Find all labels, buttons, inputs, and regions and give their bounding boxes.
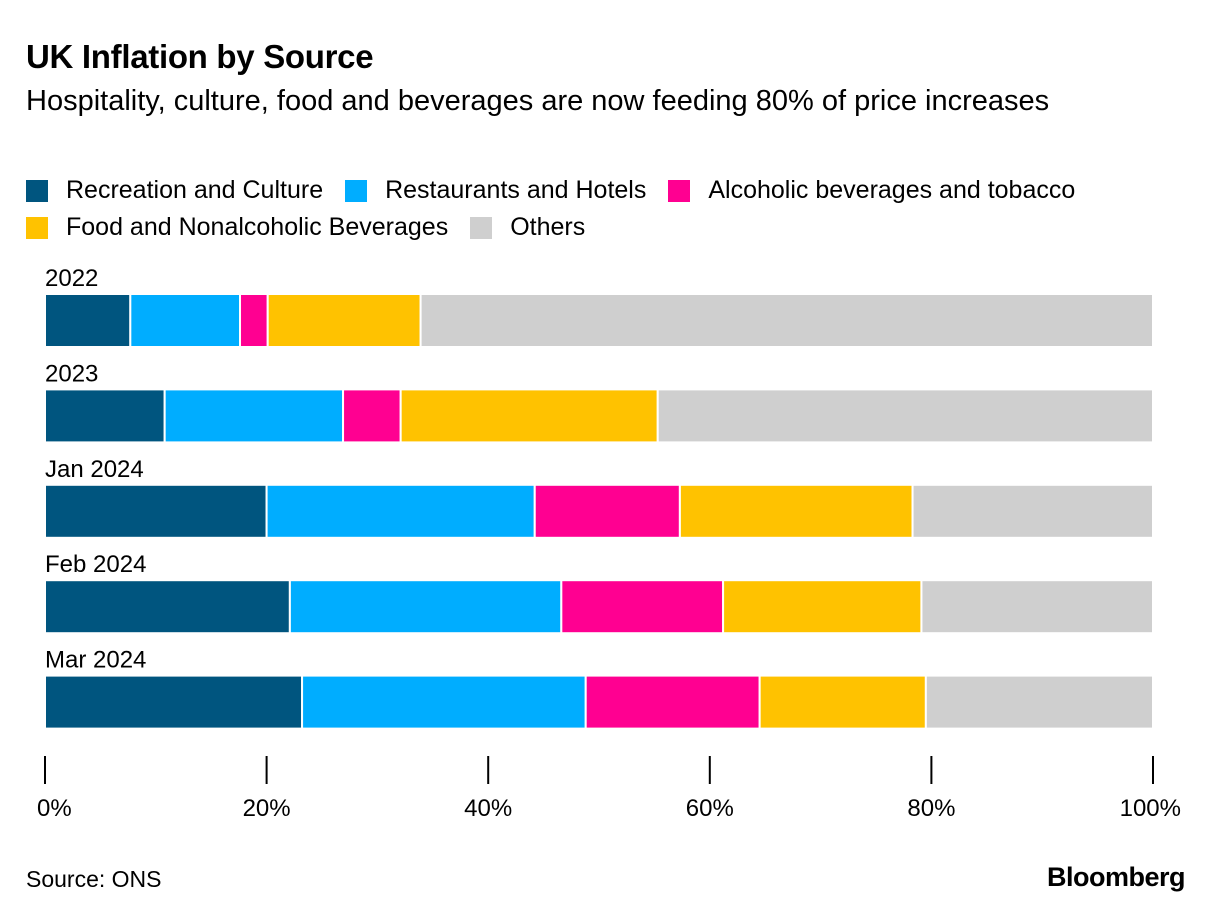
legend-item-others: Others bbox=[470, 213, 585, 242]
bar-segment-2022-recreation-and-culture bbox=[44, 293, 132, 348]
bar-segment-feb-2024-alcoholic-beverages-and-tobacco bbox=[560, 579, 725, 635]
bar-segment-2022-restaurants-and-hotels bbox=[129, 293, 242, 348]
category-label-mar-2024: Mar 2024 bbox=[45, 647, 146, 674]
bar-segment-2022-alcoholic-beverages-and-tobacco bbox=[239, 293, 269, 348]
legend: Recreation and Culture Restaurants and H… bbox=[26, 172, 1206, 246]
legend-swatch-restaurants bbox=[345, 179, 368, 202]
legend-item-restaurants: Restaurants and Hotels bbox=[345, 176, 646, 205]
bar-segment-jan-2024-restaurants-and-hotels bbox=[265, 483, 536, 539]
x-tick-label-100: 100% bbox=[1120, 795, 1181, 822]
bar-segment-2023-food-and-nonalcoholic-beverages bbox=[399, 388, 659, 444]
legend-item-food: Food and Nonalcoholic Beverages bbox=[26, 213, 448, 242]
bar-segment-mar-2024-recreation-and-culture bbox=[44, 674, 304, 730]
bar-segment-mar-2024-restaurants-and-hotels bbox=[301, 674, 587, 730]
x-tick-label-80: 80% bbox=[907, 795, 955, 822]
bar-segment-feb-2024-recreation-and-culture bbox=[44, 579, 291, 635]
legend-label-alcohol: Alcoholic beverages and tobacco bbox=[708, 176, 1076, 204]
legend-label-others: Others bbox=[510, 213, 586, 241]
bar-segment-2022-food-and-nonalcoholic-beverages bbox=[266, 293, 422, 348]
legend-label-recreation: Recreation and Culture bbox=[66, 176, 324, 204]
category-label-jan-2024: Jan 2024 bbox=[45, 456, 144, 483]
bar-segment-feb-2024-food-and-nonalcoholic-beverages bbox=[722, 579, 923, 635]
chart-subtitle: Hospitality, culture, food and beverages… bbox=[26, 85, 1050, 117]
stacked-bar-chart: 2022 2023 Jan 2024 Feb 2024 Mar 2024 0% 20% 40%… bbox=[37, 265, 1181, 822]
legend-label-food: Food and Nonalcoholic Beverages bbox=[66, 213, 449, 241]
bar-segment-mar-2024-others bbox=[924, 674, 1154, 730]
legend-item-alcohol: Alcoholic beverages and tobacco bbox=[668, 176, 1075, 205]
bar-segment-jan-2024-food-and-nonalcoholic-beverages bbox=[678, 483, 914, 539]
x-tick-label-0: 0% bbox=[37, 795, 72, 822]
category-label-2022: 2022 bbox=[45, 265, 98, 292]
legend-swatch-others bbox=[470, 216, 493, 239]
x-tick-label-40: 40% bbox=[464, 795, 512, 822]
source-note: Source: ONS bbox=[26, 866, 162, 892]
bar-segment-jan-2024-alcoholic-beverages-and-tobacco bbox=[533, 483, 681, 539]
bar-segment-2022-others bbox=[419, 293, 1154, 348]
bar-segment-2023-recreation-and-culture bbox=[44, 388, 166, 444]
bar-segment-jan-2024-recreation-and-culture bbox=[44, 483, 268, 539]
bloomberg-logo: Bloomberg bbox=[1046, 862, 1186, 892]
category-label-2023: 2023 bbox=[45, 360, 98, 387]
bar-segment-2023-others bbox=[656, 388, 1154, 444]
x-tick-label-20: 20% bbox=[243, 795, 291, 822]
category-label-feb-2024: Feb 2024 bbox=[45, 551, 146, 578]
legend-swatch-recreation bbox=[26, 179, 48, 202]
bar-segment-mar-2024-alcoholic-beverages-and-tobacco bbox=[584, 674, 761, 730]
legend-item-recreation: Recreation and Culture bbox=[26, 176, 323, 205]
bar-segment-feb-2024-restaurants-and-hotels bbox=[288, 579, 563, 635]
bar-segment-2023-alcoholic-beverages-and-tobacco bbox=[342, 388, 402, 444]
bar-segment-mar-2024-food-and-nonalcoholic-beverages bbox=[758, 674, 927, 730]
bar-segment-2023-restaurants-and-hotels bbox=[163, 388, 345, 444]
legend-swatch-food bbox=[26, 216, 48, 239]
legend-label-restaurants: Restaurants and Hotels bbox=[385, 176, 647, 204]
x-tick-label-60: 60% bbox=[686, 795, 734, 822]
legend-swatch-alcohol bbox=[668, 179, 691, 202]
bar-segment-jan-2024-others bbox=[911, 483, 1155, 539]
bar-segment-feb-2024-others bbox=[920, 579, 1154, 635]
chart-title: UK Inflation by Source bbox=[26, 38, 374, 75]
